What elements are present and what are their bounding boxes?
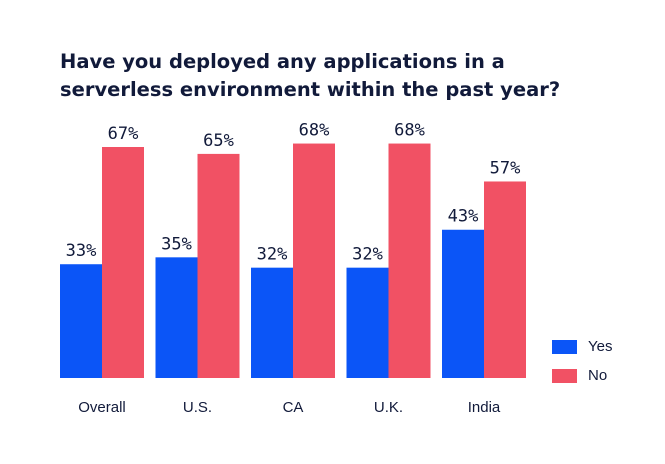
legend-label-yes: Yes xyxy=(588,338,613,355)
data-label-yes-uk: 32% xyxy=(352,245,383,265)
category-label-uk: U.K. xyxy=(374,399,403,416)
data-label-yes-ca: 32% xyxy=(257,245,288,265)
bar-yes-india xyxy=(442,229,484,378)
category-label-india: India xyxy=(468,399,501,416)
data-label-yes-us: 35% xyxy=(161,234,192,254)
bar-yes-ca xyxy=(251,267,293,378)
chart-title: Have you deployed any applications in a … xyxy=(60,50,561,101)
data-label-no-ca: 68% xyxy=(299,121,330,141)
legend-swatch-no xyxy=(552,368,577,383)
bar-yes-uk xyxy=(346,267,389,378)
data-label-yes-india: 43% xyxy=(448,207,479,227)
data-label-no-uk: 68% xyxy=(394,121,425,141)
data-label-no-us: 65% xyxy=(203,131,234,151)
bar-yes-overall xyxy=(60,264,102,378)
category-label-us: U.S. xyxy=(183,399,212,416)
legend-label-no: No xyxy=(588,367,608,384)
bar-no-uk xyxy=(388,143,431,378)
data-label-yes-overall: 33% xyxy=(66,241,97,261)
bar-no-overall xyxy=(102,147,144,378)
bar-yes-us xyxy=(155,257,198,378)
data-label-no-india: 57% xyxy=(490,158,521,178)
legend-swatch-yes xyxy=(552,339,577,354)
data-labels-layer: 33% 67% 35% 65% 32% 68% 32% 68% 43% 57% xyxy=(66,121,521,265)
legend: Yes No xyxy=(552,332,612,390)
bars-layer xyxy=(60,143,526,378)
bar-no-ca xyxy=(293,143,335,378)
bar-no-india xyxy=(484,181,526,378)
legend-item-no: No xyxy=(552,361,612,390)
legend-item-yes: Yes xyxy=(552,332,612,361)
data-label-no-overall: 67% xyxy=(108,124,139,144)
bar-no-us xyxy=(197,153,240,378)
category-label-overall: Overall xyxy=(78,399,126,416)
category-labels-layer: Overall U.S. CA U.K. India xyxy=(78,399,501,416)
category-label-ca: CA xyxy=(283,399,304,416)
